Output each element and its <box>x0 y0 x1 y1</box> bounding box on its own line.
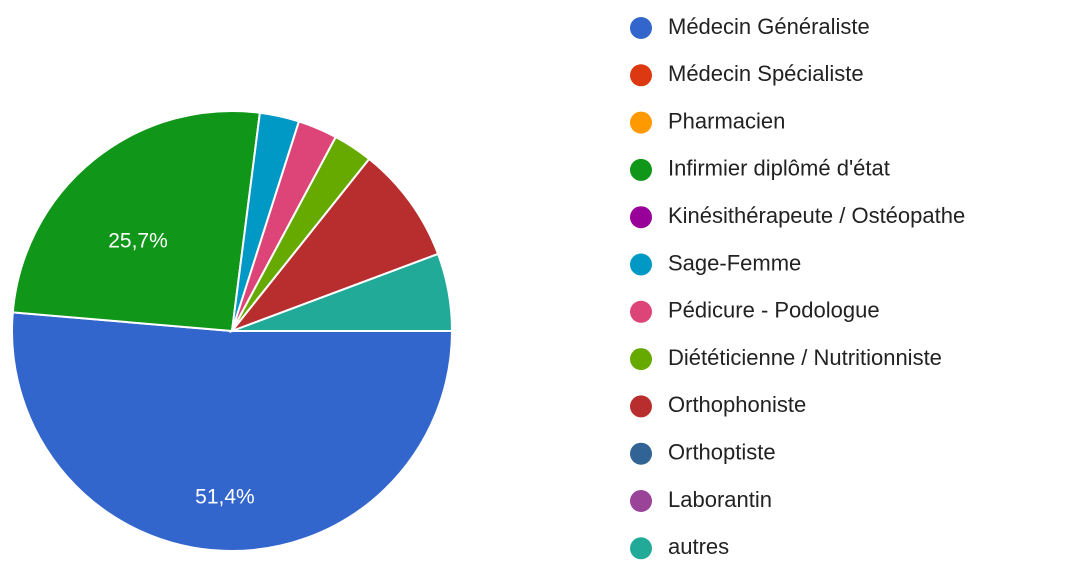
legend-label: Pharmacien <box>668 108 785 133</box>
legend-label: Orthophoniste <box>668 392 806 417</box>
legend-marker <box>630 537 652 560</box>
slice-label: 51,4% <box>195 486 255 509</box>
pie: 51,4% 25,7% <box>11 110 454 552</box>
pie-slice <box>228 157 440 334</box>
legend: Médecin Généraliste Médecin Spécialiste Ph… <box>630 14 965 560</box>
legend-marker <box>630 206 652 229</box>
pie-slice <box>11 311 454 552</box>
legend-marker <box>630 158 652 181</box>
legend-label: Orthoptiste <box>668 440 776 465</box>
pie-slice <box>11 110 262 333</box>
legend-marker <box>630 111 652 134</box>
legend-marker <box>630 490 652 512</box>
legend-label: Laborantin <box>668 487 772 512</box>
legend-label: Kinésithérapeute / Ostéopathe <box>668 203 965 228</box>
legend-marker <box>630 300 652 323</box>
legend-label: autres <box>668 534 729 559</box>
slice-label: 25,7% <box>108 230 168 253</box>
legend-label: Médecin Généraliste <box>668 14 870 39</box>
pie-slice <box>231 252 454 332</box>
legend-label: Pédicure - Podologue <box>668 298 880 323</box>
legend-marker <box>630 348 652 371</box>
legend-marker <box>630 395 652 418</box>
legend-marker <box>630 253 652 276</box>
legend-label: Sage-Femme <box>668 250 801 275</box>
legend-label: Médecin Spécialiste <box>668 61 864 86</box>
legend-label: Diététicienne / Nutritionniste <box>668 345 942 370</box>
legend-marker <box>630 442 652 465</box>
legend-marker <box>630 17 652 39</box>
legend-label: Infirmier diplômé d'état <box>668 156 890 181</box>
legend-marker <box>630 64 652 87</box>
